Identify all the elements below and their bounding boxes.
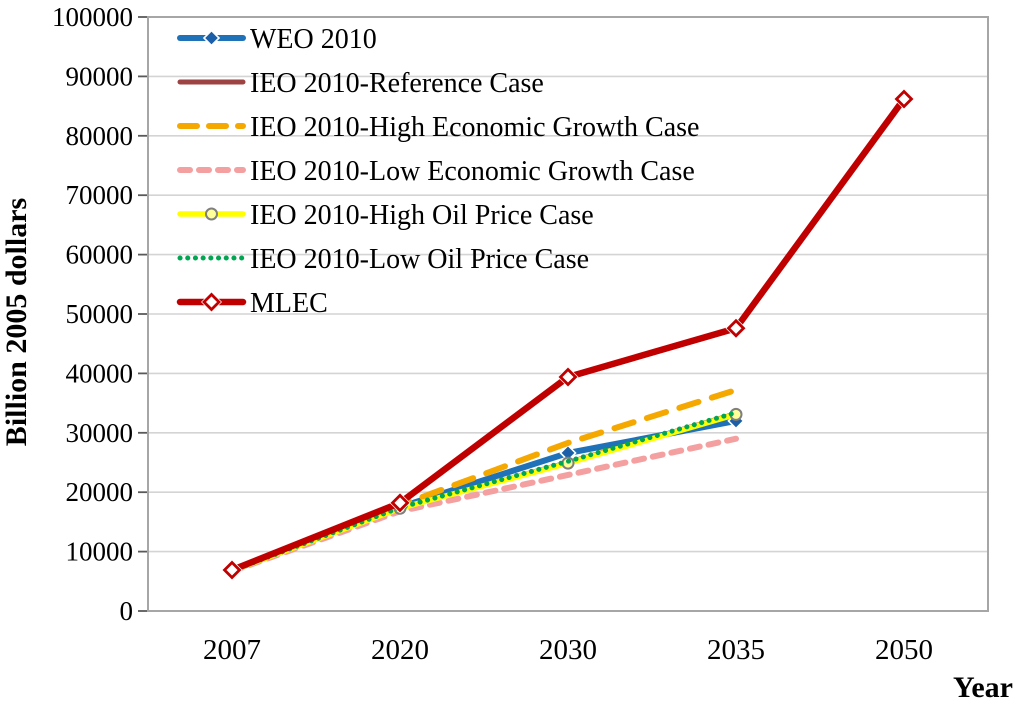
legend-label: IEO 2010-Low Oil Price Case	[250, 244, 589, 275]
data-point-marker	[202, 29, 221, 47]
legend-label: IEO 2010-High Economic Growth Case	[250, 112, 699, 143]
legend-label: WEO 2010	[250, 24, 377, 55]
y-tick-label: 100000	[52, 2, 133, 32]
y-tick-label: 30000	[66, 418, 134, 448]
data-point-marker	[725, 317, 747, 339]
legend-item: MLEC	[176, 288, 328, 319]
y-axis-tick-labels: 0 10000 20000 30000 40000 50000 60000 70000 8000…	[52, 2, 133, 626]
data-point-marker	[221, 559, 243, 581]
x-axis-tick-labels: 2007 2020 2030 2035 2050	[203, 634, 933, 666]
data-point-marker	[893, 88, 915, 110]
plot-border	[147, 16, 989, 612]
y-tick-label: 60000	[66, 240, 134, 270]
y-tick-label: 90000	[66, 61, 134, 91]
x-axis-title: Year	[953, 671, 1013, 703]
y-tick-label: 50000	[66, 299, 134, 329]
x-tick-label: 2007	[203, 634, 261, 666]
x-tick-label: 2035	[707, 634, 765, 666]
legend: WEO 2010 IEO 2010-Reference Case IEO 2010-…	[176, 24, 699, 319]
y-tick-label: 70000	[66, 180, 134, 210]
legend-label: IEO 2010-Reference Case	[250, 68, 544, 99]
x-tick-label: 2020	[371, 634, 429, 666]
data-series	[221, 88, 915, 581]
data-point-marker	[557, 366, 579, 388]
y-tick-label: 10000	[66, 537, 134, 567]
data-point-marker	[222, 560, 242, 580]
series-6	[229, 410, 739, 574]
series-line	[229, 410, 739, 574]
legend-label: IEO 2010-Low Economic Growth Case	[250, 156, 695, 187]
y-tick-label: 40000	[66, 358, 134, 388]
y-tick-label: 80000	[66, 121, 134, 151]
legend-item: IEO 2010-Low Economic Growth Case	[177, 156, 695, 187]
legend-item: IEO 2010-Low Oil Price Case	[177, 244, 589, 275]
plot-area-border	[147, 16, 989, 612]
data-point-marker	[894, 89, 914, 109]
series-4	[229, 435, 739, 575]
data-point-marker	[201, 291, 222, 313]
y-tick-label: 20000	[66, 477, 134, 507]
legend-item: IEO 2010-Reference Case	[177, 68, 544, 99]
data-point-marker	[205, 207, 218, 221]
legend-label: MLEC	[250, 288, 328, 319]
data-point-marker	[390, 493, 410, 513]
legend-item: IEO 2010-High Economic Growth Case	[177, 112, 699, 143]
y-tick-label: 0	[120, 596, 134, 626]
data-point-marker	[389, 492, 411, 514]
legend-label: IEO 2010-High Oil Price Case	[250, 200, 594, 231]
x-tick-label: 2050	[875, 634, 933, 666]
x-tick-label: 2030	[539, 634, 597, 666]
series-7	[221, 88, 915, 581]
y-axis-title: Billion 2005 dollars	[0, 198, 33, 446]
data-point-marker	[726, 318, 746, 338]
series-line	[229, 435, 739, 575]
legend-item: WEO 2010	[177, 24, 377, 55]
data-point-marker	[558, 367, 578, 387]
legend-item: IEO 2010-High Oil Price Case	[177, 200, 594, 231]
data-point-marker	[202, 292, 221, 312]
